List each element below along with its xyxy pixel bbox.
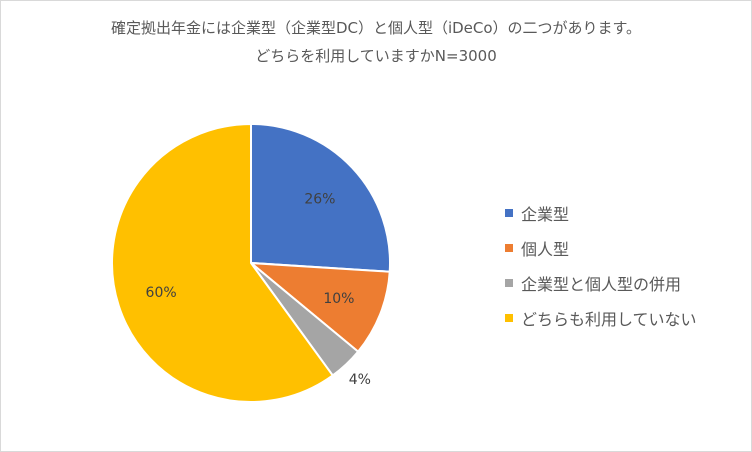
legend-swatch-corporate <box>505 208 513 217</box>
pie-slice-neither <box>111 123 334 403</box>
legend-label-both: 企業型と個人型の併用 <box>521 274 682 294</box>
legend-item-both: 企業型と個人型の併用 <box>505 265 750 300</box>
legend: 企業型 個人型 企業型と個人型の併用 どちらも利用していない <box>505 195 750 335</box>
data-label-corporate: 26% <box>304 191 335 207</box>
data-label-individual: 10% <box>323 291 354 307</box>
legend-swatch-neither <box>505 313 513 322</box>
legend-item-individual: 個人型 <box>505 230 750 265</box>
data-label-neither: 60% <box>146 285 177 301</box>
data-label-both: 4% <box>349 372 371 388</box>
legend-item-corporate: 企業型 <box>505 195 750 230</box>
legend-swatch-individual <box>505 243 513 252</box>
chart-title-line-1: 確定拠出年金には企業型（企業型DC）と個人型（iDeCo）の二つがあります。 <box>110 19 642 37</box>
legend-label-neither: どちらも利用していない <box>521 309 697 329</box>
chart-title: 確定拠出年金には企業型（企業型DC）と個人型（iDeCo）の二つがあります。 ど… <box>0 14 752 70</box>
legend-label-corporate: 企業型 <box>521 204 570 224</box>
legend-item-neither: どちらも利用していない <box>505 300 750 335</box>
legend-swatch-both <box>505 278 513 287</box>
pie-slice-corporate <box>250 123 391 273</box>
legend-label-individual: 個人型 <box>521 239 570 259</box>
pie-slice-individual <box>250 262 391 353</box>
chart-title-line-2: どちらを利用していますかN=3000 <box>255 47 497 65</box>
